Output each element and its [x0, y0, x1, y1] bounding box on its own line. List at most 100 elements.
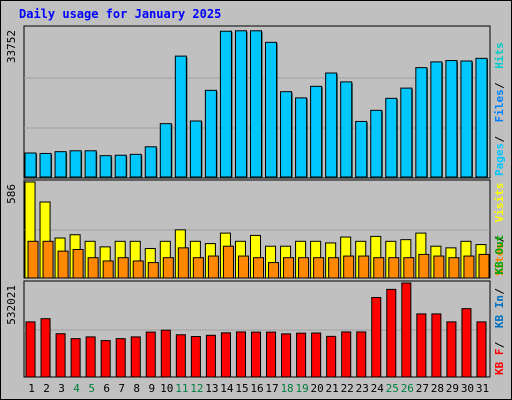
bar-sites [192, 257, 204, 279]
x-tick-label: 25 [386, 382, 399, 395]
x-tick-label: 23 [356, 382, 369, 395]
bar-pages [340, 81, 353, 178]
bar-sites [343, 255, 355, 279]
bar-sites [27, 240, 39, 279]
bar-sites [207, 255, 219, 279]
bar-kbf [431, 313, 442, 378]
x-tick-label: 8 [133, 382, 140, 395]
bar-kbf [250, 331, 262, 378]
bar-pages [430, 61, 443, 178]
bar-pages [144, 146, 157, 178]
bar-pages [39, 152, 52, 178]
x-tick-label: 9 [148, 382, 155, 395]
bar-sites [42, 240, 54, 279]
bar-pages [69, 150, 82, 178]
bar-kbf [55, 333, 66, 378]
bar-sites [418, 253, 430, 279]
x-tick-label: 16 [250, 382, 263, 395]
bar-sites [147, 262, 159, 279]
bar-sites [298, 257, 310, 279]
x-tick-label: 15 [235, 382, 248, 395]
legend-separator: / [493, 341, 506, 348]
legend-separator: / [493, 82, 506, 89]
bar-sites [252, 257, 265, 279]
bar-pages [445, 60, 458, 178]
bar-kbf [175, 334, 186, 378]
bar-sites [358, 255, 370, 279]
bar-pages [355, 120, 368, 178]
bar-pages [265, 41, 278, 178]
bar-sites [403, 257, 415, 279]
bar-kbf [461, 308, 472, 378]
x-tick-label: 18 [280, 382, 293, 395]
bar-pages [189, 120, 202, 178]
legend-separator: / [493, 288, 506, 295]
bar-sites [132, 260, 144, 279]
bar-kbf [220, 332, 231, 378]
legend-separator: / [493, 136, 506, 143]
legend-kb-out: KB Out [493, 235, 506, 275]
x-tick-label: 12 [190, 382, 203, 395]
legend-sites: Sites [493, 243, 506, 276]
bar-sites [388, 257, 400, 279]
x-tick-label: 30 [461, 382, 474, 395]
legend-visits: Visits [493, 183, 506, 223]
y-max-label: 532021 [5, 285, 18, 325]
x-tick-label: 5 [88, 382, 95, 395]
bar-sites [478, 253, 490, 279]
bar-kbf [235, 331, 246, 378]
bar-kbf [205, 334, 216, 378]
bar-kbf [326, 335, 337, 378]
bar-pages [295, 97, 308, 178]
legend-kb-in: KB In [493, 295, 506, 328]
bar-sites [373, 257, 385, 279]
bar-kbf [115, 338, 126, 378]
bar-pages [400, 87, 413, 178]
x-tick-label: 3 [58, 382, 65, 395]
bar-kbf [85, 336, 96, 378]
bar-sites [433, 255, 445, 279]
bar-kbf [25, 321, 36, 378]
bar-sites [313, 257, 325, 279]
bar-kbf [70, 338, 81, 378]
bar-kbf [100, 340, 111, 378]
bar-sites [463, 255, 475, 279]
legend-kb-f: KB F [493, 349, 506, 376]
bar-kbf [416, 313, 427, 378]
bar-pages [249, 30, 263, 178]
bar-kbf [266, 331, 277, 378]
bar-pages [114, 154, 127, 178]
bar-kbf [341, 331, 352, 378]
bar-sites [328, 257, 340, 279]
bar-pages [280, 91, 293, 178]
bar-pages [84, 150, 97, 178]
bar-sites [283, 257, 295, 279]
x-tick-label: 28 [431, 382, 444, 395]
bar-pages [219, 30, 232, 178]
chart-title: Daily usage for January 2025 [19, 7, 222, 21]
bar-sites [72, 248, 84, 279]
bar-sites [237, 255, 249, 279]
x-tick-label: 17 [265, 382, 278, 395]
bar-pages [370, 109, 383, 178]
x-tick-label: 7 [118, 382, 125, 395]
bar-pages [159, 123, 172, 178]
bar-kbf [190, 336, 201, 378]
bar-pages [385, 97, 398, 178]
bar-kbf [401, 282, 412, 378]
x-tick-label: 1 [28, 382, 35, 395]
bar-kbf [446, 321, 457, 378]
bar-pages [99, 155, 112, 178]
bar-sites [162, 257, 174, 279]
legend-pages: Pages [493, 143, 506, 176]
bar-sites [177, 247, 189, 279]
bar-kbf [296, 332, 307, 378]
x-tick-label: 19 [295, 382, 308, 395]
x-tick-label: 24 [371, 382, 385, 395]
bar-kbf [371, 296, 382, 378]
legend-separator: / [493, 236, 506, 243]
bar-sites [57, 250, 69, 279]
bar-sites [268, 262, 280, 279]
x-tick-label: 2 [43, 382, 50, 395]
